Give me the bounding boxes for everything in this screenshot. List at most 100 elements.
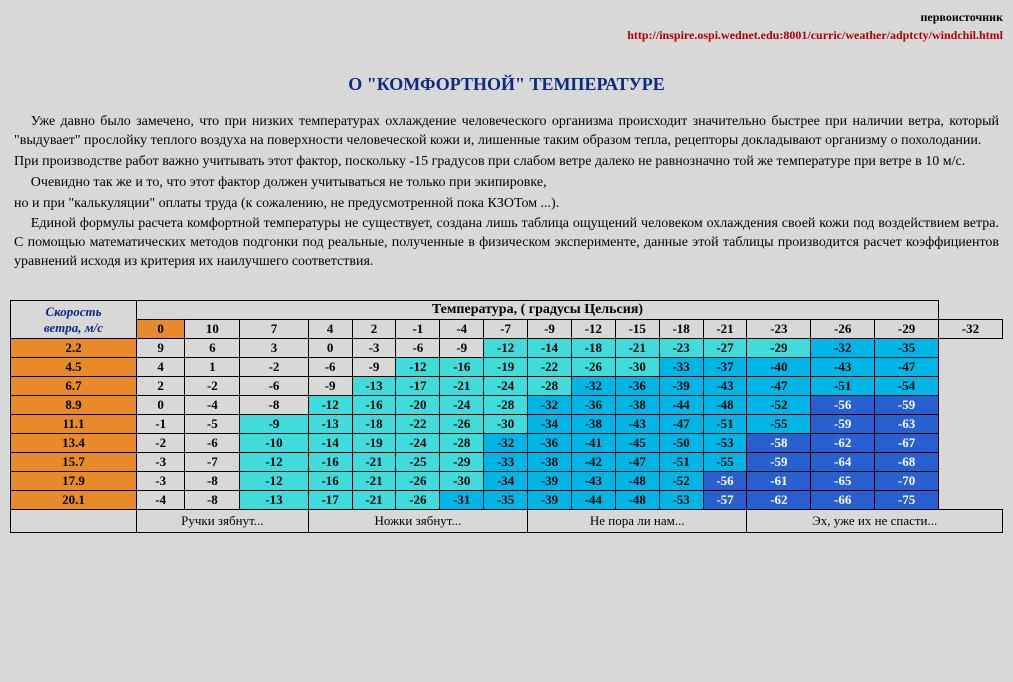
windchill-cell: -39	[528, 491, 572, 510]
windchill-cell: -19	[352, 434, 396, 453]
windchill-cell: -51	[703, 415, 747, 434]
windchill-cell: -38	[571, 415, 615, 434]
windchill-cell: -39	[528, 472, 572, 491]
windchill-cell: -32	[571, 377, 615, 396]
windchill-cell: -14	[308, 434, 352, 453]
windchill-cell: -12	[308, 396, 352, 415]
temp-col-header: 4	[308, 320, 352, 339]
windchill-cell: 0	[308, 339, 352, 358]
temp-col-header: -21	[703, 320, 747, 339]
windchill-cell: -17	[396, 377, 440, 396]
windchill-cell: -66	[811, 491, 875, 510]
speed-cell: 11.1	[11, 415, 137, 434]
windchill-cell: -3	[352, 339, 396, 358]
windchill-cell: -21	[352, 453, 396, 472]
speed-cell: 8.9	[11, 396, 137, 415]
windchill-cell: -41	[571, 434, 615, 453]
windchill-cell: -21	[352, 491, 396, 510]
windchill-cell: -26	[571, 358, 615, 377]
windchill-cell: -6	[308, 358, 352, 377]
windchill-cell: -61	[747, 472, 811, 491]
windchill-cell: -54	[875, 377, 939, 396]
windchill-cell: -6	[240, 377, 308, 396]
windchill-cell: 3	[240, 339, 308, 358]
windchill-cell: -64	[811, 453, 875, 472]
windchill-cell: -47	[875, 358, 939, 377]
windchill-cell: -50	[659, 434, 703, 453]
windchill-cell: -48	[703, 396, 747, 415]
windchill-cell: -2	[136, 434, 184, 453]
temp-col-header: -18	[659, 320, 703, 339]
temp-col-header: -23	[747, 320, 811, 339]
windchill-cell: -38	[528, 453, 572, 472]
windchill-cell: -35	[484, 491, 528, 510]
windchill-cell: -30	[615, 358, 659, 377]
temp-col-header: 7	[240, 320, 308, 339]
windchill-cell: -59	[811, 415, 875, 434]
page-title: О "КОМФОРТНОЙ" ТЕМПЕРАТУРЕ	[10, 74, 1003, 95]
temp-col-header: -12	[571, 320, 615, 339]
para-3: Очевидно так же и то, что этот фактор до…	[14, 174, 999, 193]
windchill-cell: -34	[484, 472, 528, 491]
speed-cell: 13.4	[11, 434, 137, 453]
windchill-cell: -21	[440, 377, 484, 396]
speed-cell: 15.7	[11, 453, 137, 472]
windchill-cell: -52	[747, 396, 811, 415]
windchill-cell: -55	[703, 453, 747, 472]
speed-cell: 4.5	[11, 358, 137, 377]
windchill-cell: -53	[659, 491, 703, 510]
windchill-cell: -31	[440, 491, 484, 510]
windchill-cell: -28	[484, 396, 528, 415]
windchill-cell: -35	[875, 339, 939, 358]
windchill-cell: -13	[308, 415, 352, 434]
windchill-cell: -13	[240, 491, 308, 510]
wind-speed-header: Скорость ветра, м/с	[11, 301, 137, 339]
windchill-cell: -9	[240, 415, 308, 434]
windchill-cell: -40	[747, 358, 811, 377]
windchill-cell: -20	[396, 396, 440, 415]
windchill-cell: -36	[571, 396, 615, 415]
windchill-cell: -47	[659, 415, 703, 434]
windchill-cell: -70	[875, 472, 939, 491]
windchill-cell: -9	[308, 377, 352, 396]
windchill-cell: -36	[528, 434, 572, 453]
windchill-cell: -12	[240, 472, 308, 491]
windchill-cell: -10	[240, 434, 308, 453]
windchill-cell: -9	[440, 339, 484, 358]
windchill-cell: -56	[703, 472, 747, 491]
windchill-cell: -14	[528, 339, 572, 358]
windchill-cell: -28	[528, 377, 572, 396]
windchill-cell: -22	[528, 358, 572, 377]
windchill-cell: -22	[396, 415, 440, 434]
windchill-cell: -32	[528, 396, 572, 415]
windchill-cell: -12	[240, 453, 308, 472]
windchill-cell: -45	[615, 434, 659, 453]
windchill-cell: -4	[136, 491, 184, 510]
windchill-cell: -18	[571, 339, 615, 358]
source-link[interactable]: http://inspire.ospi.wednet.edu:8001/curr…	[627, 28, 1003, 42]
windchill-cell: -16	[440, 358, 484, 377]
windchill-cell: -34	[528, 415, 572, 434]
windchill-cell: -59	[875, 396, 939, 415]
windchill-cell: -57	[703, 491, 747, 510]
windchill-cell: -28	[440, 434, 484, 453]
windchill-cell: -56	[811, 396, 875, 415]
windchill-cell: -2	[240, 358, 308, 377]
windchill-cell: -33	[659, 358, 703, 377]
windchill-cell: -12	[484, 339, 528, 358]
windchill-cell: -26	[396, 491, 440, 510]
temp-col-header: -32	[938, 320, 1002, 339]
windchill-cell: -75	[875, 491, 939, 510]
windchill-cell: -23	[659, 339, 703, 358]
para-1: Уже давно было замечено, что при низких …	[14, 113, 999, 151]
windchill-cell: -44	[659, 396, 703, 415]
windchill-cell: -43	[571, 472, 615, 491]
temp-col-header: -4	[440, 320, 484, 339]
windchill-cell: -24	[396, 434, 440, 453]
windchill-cell: -5	[185, 415, 240, 434]
footer-zone-label: Ножки зябнут...	[308, 510, 527, 533]
intro-text: Уже давно было замечено, что при низких …	[14, 113, 999, 272]
footer-blank	[11, 510, 137, 533]
windchill-cell: -52	[659, 472, 703, 491]
windchill-cell: 6	[185, 339, 240, 358]
